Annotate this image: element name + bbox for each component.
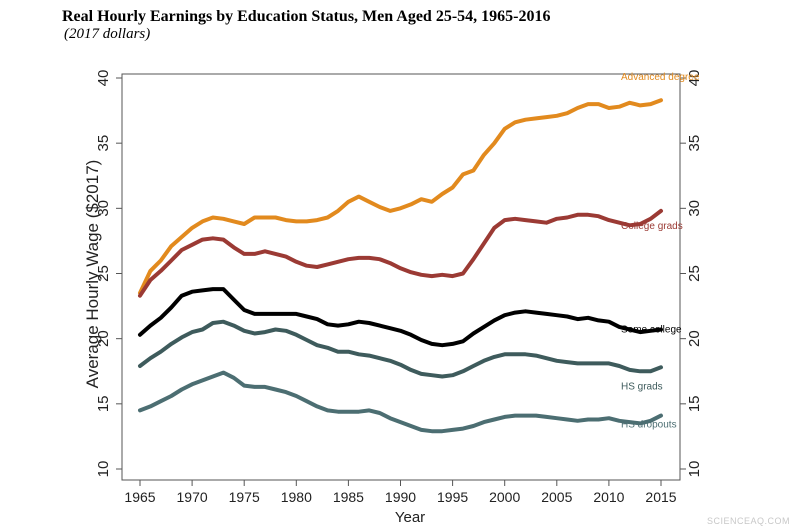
y-tick-label-right: 30 xyxy=(686,200,703,217)
series-line-hs-dropouts xyxy=(138,370,663,434)
series-line-some-college xyxy=(138,287,663,348)
y-tick-label-left: 30 xyxy=(95,200,112,217)
x-tick-label: 1980 xyxy=(281,489,312,505)
x-tick-label: 1995 xyxy=(437,489,468,505)
x-tick-label: 2015 xyxy=(645,489,676,505)
x-axis-label: Year xyxy=(395,509,425,526)
series-labels: Advanced degree College grads Some college… xyxy=(621,72,700,430)
series-line-college-grads xyxy=(138,208,663,298)
x-tick-label: 1965 xyxy=(124,489,155,505)
series-label-advanced-degree: Advanced degree xyxy=(621,72,700,83)
chart-title: Real Hourly Earnings by Education Status… xyxy=(62,8,551,25)
series-label-hs-grads: HS grads xyxy=(621,381,663,392)
chart-subtitle: (2017 dollars) xyxy=(64,26,151,42)
y-tick-label-left: 40 xyxy=(95,70,112,87)
x-tick-label: 1975 xyxy=(229,489,260,505)
series-layer xyxy=(138,98,663,434)
y-tick-label-right: 20 xyxy=(686,330,703,347)
y-tick-label-right: 40 xyxy=(686,70,703,87)
x-tick-label: 2005 xyxy=(541,489,572,505)
x-tick-label: 2010 xyxy=(593,489,624,505)
y-tick-label-right: 10 xyxy=(686,461,703,478)
series-line-hs-grads xyxy=(138,319,663,379)
y-tick-label-left: 25 xyxy=(95,265,112,282)
series-label-hs-dropouts: HS dropouts xyxy=(621,420,677,431)
y-tick-label-right: 15 xyxy=(686,395,703,412)
y-tick-label-left: 15 xyxy=(95,395,112,412)
y-tick-label-right: 35 xyxy=(686,135,703,152)
axes: 10 10 15 15 20 20 25 25 30 30 35 35 40 40 1965 1970 1975… xyxy=(95,70,703,505)
series-label-some-college: Some college xyxy=(621,325,682,336)
y-tick-label-right: 25 xyxy=(686,265,703,282)
series-line-advanced-degree xyxy=(138,98,663,295)
watermark: SCIENCEAQ.COM xyxy=(706,516,790,526)
x-tick-label: 1990 xyxy=(385,489,416,505)
y-tick-label-left: 35 xyxy=(95,135,112,152)
x-tick-label: 2000 xyxy=(489,489,520,505)
y-axis-label: Average Hourly Wage ($2017) xyxy=(83,160,102,389)
y-tick-label-left: 20 xyxy=(95,330,112,347)
x-tick-label: 1985 xyxy=(333,489,364,505)
x-tick-label: 1970 xyxy=(177,489,208,505)
series-label-college-grads: College grads xyxy=(621,221,683,232)
y-tick-label-left: 10 xyxy=(95,461,112,478)
